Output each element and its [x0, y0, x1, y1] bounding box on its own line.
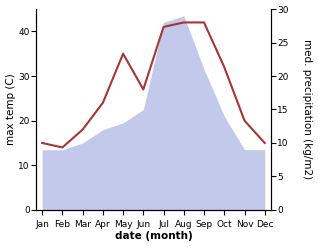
X-axis label: date (month): date (month): [114, 231, 192, 242]
Y-axis label: med. precipitation (kg/m2): med. precipitation (kg/m2): [302, 40, 313, 180]
Y-axis label: max temp (C): max temp (C): [5, 74, 16, 145]
